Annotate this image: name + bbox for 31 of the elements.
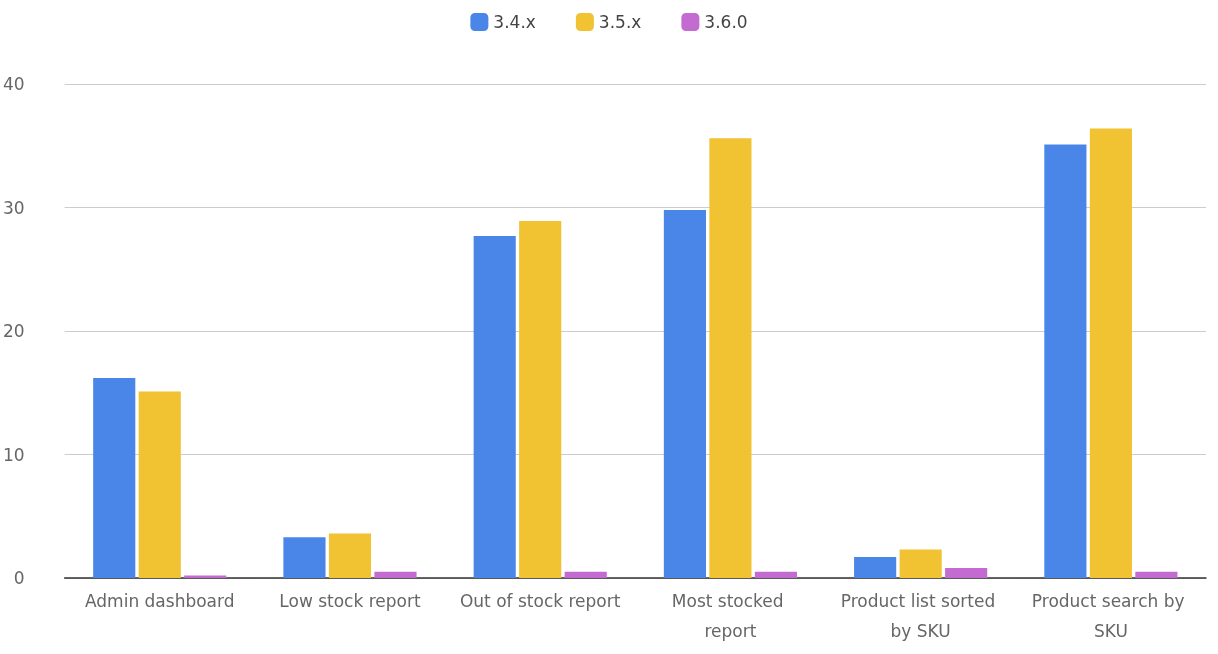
legend-label: 3.6.0 [704, 12, 748, 32]
y-tick-label: 20 [2, 321, 25, 341]
bar [283, 537, 326, 578]
x-tick-label: Admin dashboard [84, 591, 235, 611]
bar [709, 138, 752, 578]
x-tick-label: Out of stock report [459, 591, 621, 611]
x-tick-label: Low stock report [279, 591, 421, 611]
bar [564, 571, 607, 578]
bar [1135, 571, 1178, 578]
bar [945, 568, 988, 578]
x-tick-label: Most stocked report [671, 591, 790, 641]
y-tick-label: 10 [2, 444, 25, 465]
legend-label: 3.5.x [598, 12, 642, 32]
y-tick-label: 30 [2, 197, 25, 218]
bar [519, 221, 562, 578]
bar [328, 533, 372, 578]
bar [899, 549, 942, 578]
bar [138, 391, 181, 578]
x-tick-label: Product search by SKU [1031, 591, 1190, 641]
y-tick-label: 40 [2, 74, 25, 94]
bar [473, 235, 516, 578]
legend-label: 3.4.x [493, 12, 536, 32]
bar [374, 571, 417, 578]
bar [93, 377, 136, 578]
bar [854, 557, 897, 578]
bar [754, 571, 798, 578]
bar [1089, 128, 1132, 578]
bar [1044, 144, 1087, 578]
bar [663, 209, 706, 578]
x-tick-label: Product list sorted by SKU [840, 591, 1001, 641]
y-tick-label: 0 [13, 568, 25, 588]
